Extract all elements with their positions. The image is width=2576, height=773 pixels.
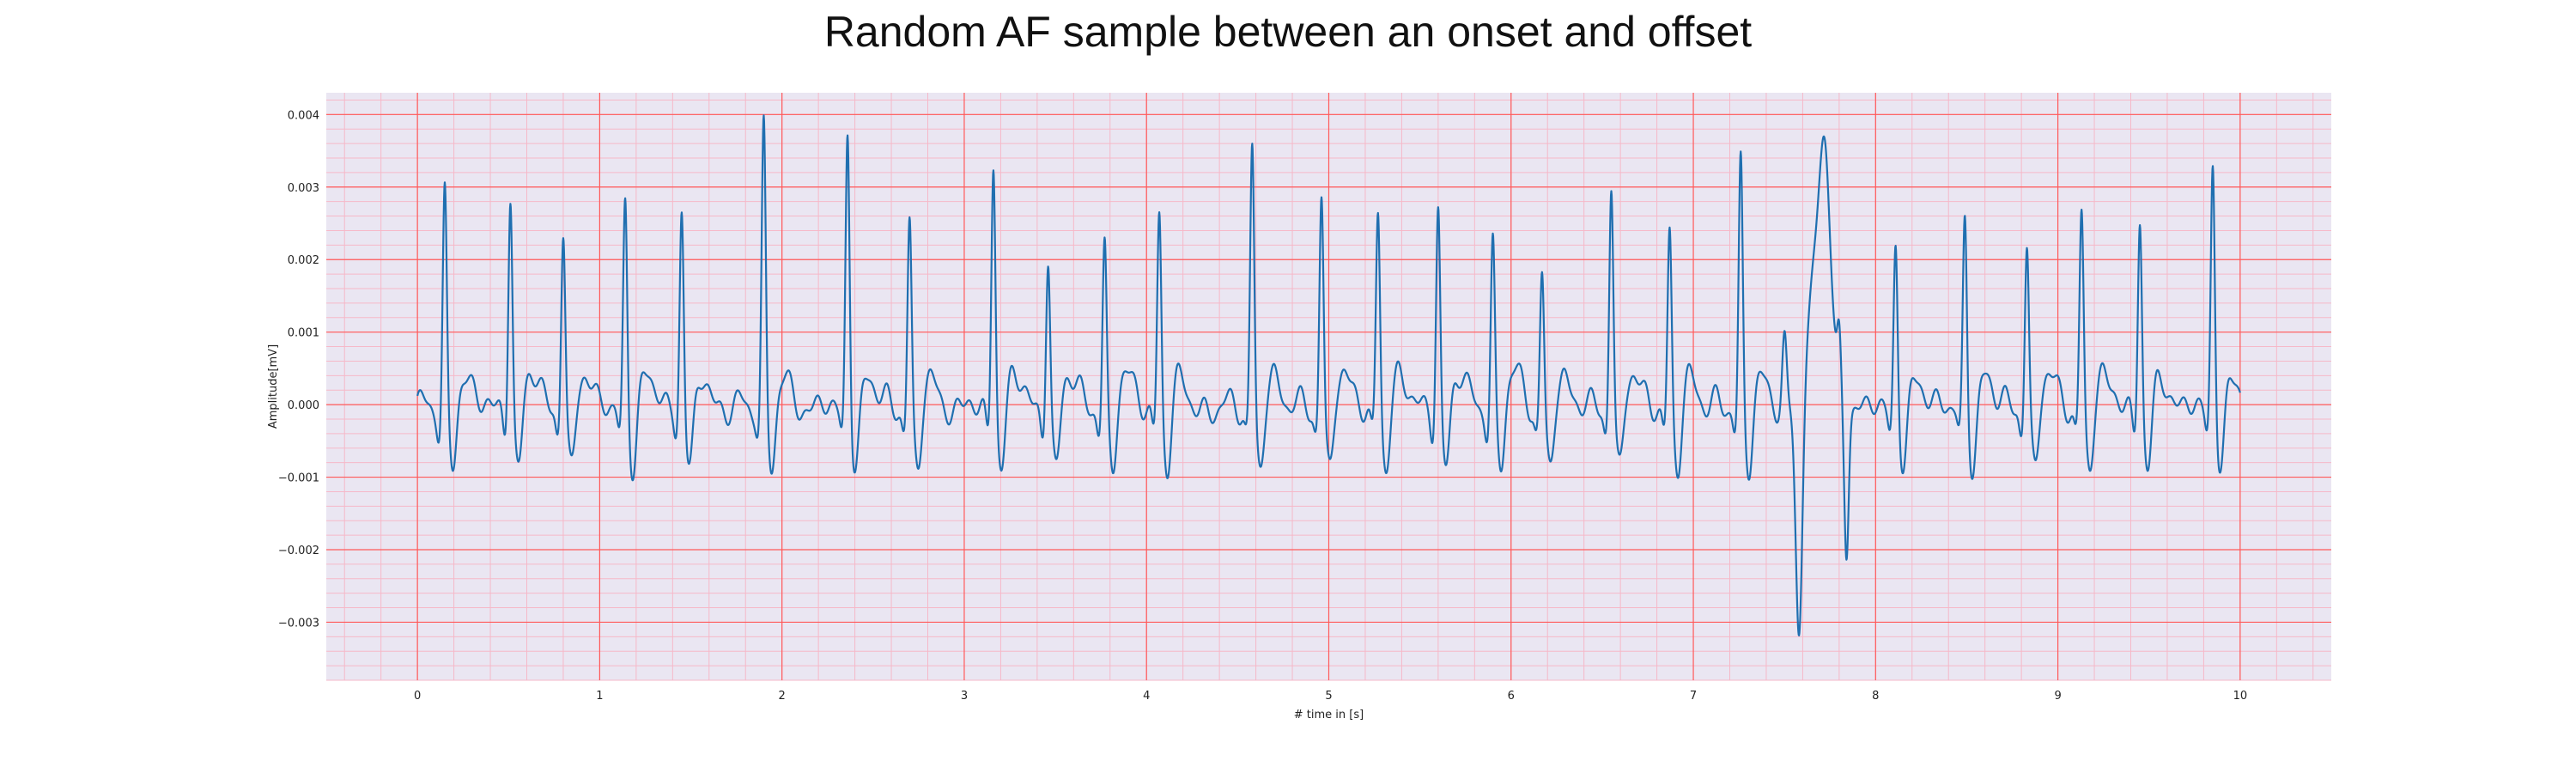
chart-title: Random AF sample between an onset and of… — [823, 8, 1753, 56]
x-tick-label: 9 — [2054, 690, 2061, 703]
x-tick-label: 8 — [1872, 690, 1879, 703]
ecg-series-line — [416, 114, 2241, 636]
x-tick-label: 2 — [779, 690, 786, 703]
x-tick-label: 4 — [1143, 690, 1150, 703]
y-axis-label: Amplitude[mV] — [267, 344, 280, 429]
x-tick-label: 6 — [1508, 690, 1515, 703]
y-tick-label: 0.004 — [288, 109, 319, 122]
x-tick-label: 5 — [1325, 690, 1332, 703]
x-tick-label: 7 — [1690, 690, 1697, 703]
major-grid — [326, 93, 2331, 680]
y-tick-labels: −0.003 −0.002 −0.001 0.000 0.001 0.002 0.003 0.… — [278, 109, 319, 630]
x-axis-label: # time in [s] — [1294, 709, 1364, 721]
y-tick-label: −0.003 — [278, 617, 319, 630]
x-tick-labels: 0 1 2 3 4 5 6 7 8 9 10 — [414, 690, 2247, 703]
y-tick-label: 0.003 — [288, 182, 319, 195]
x-tick-label: 0 — [414, 690, 421, 703]
x-tick-label: 10 — [2233, 690, 2248, 703]
x-tick-label: 1 — [596, 690, 603, 703]
y-tick-label: −0.001 — [278, 472, 319, 485]
y-tick-label: 0.001 — [288, 327, 319, 340]
y-tick-label: −0.002 — [278, 545, 319, 557]
x-tick-label: 3 — [961, 690, 968, 703]
y-tick-label: 0.000 — [288, 399, 319, 412]
y-tick-label: 0.002 — [288, 254, 319, 267]
